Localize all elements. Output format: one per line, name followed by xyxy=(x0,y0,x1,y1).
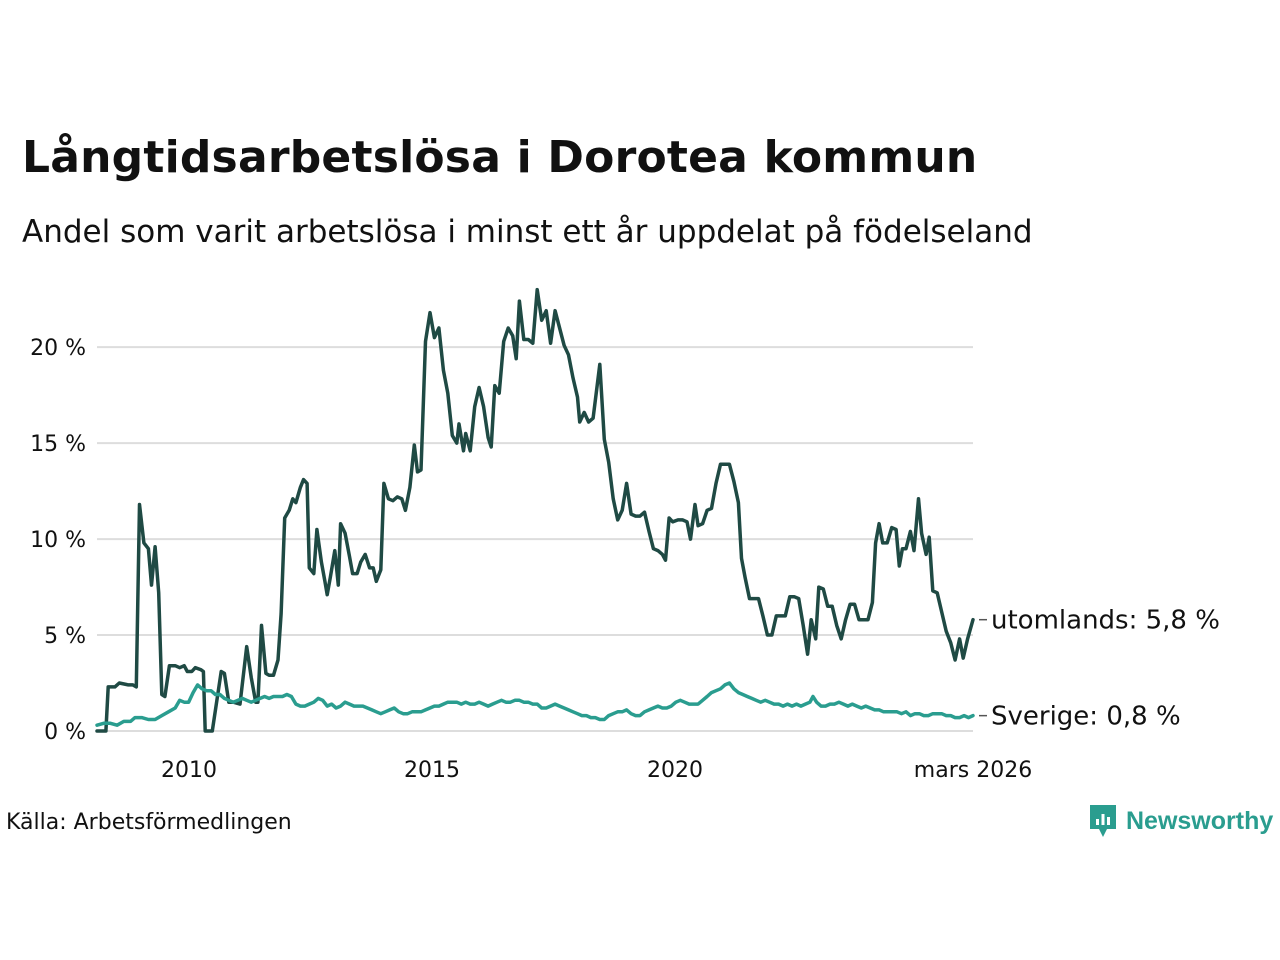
y-axis-ticks: 0 % 5 % 10 % 15 % 20 % xyxy=(30,336,86,745)
series-line-sverige xyxy=(95,681,975,727)
end-label-utomlands: utomlands: 5,8 % xyxy=(991,606,1220,636)
x-tick-label: 2020 xyxy=(647,758,703,783)
series-end-labels: utomlands: 5,8 % Sverige: 0,8 % xyxy=(979,606,1220,732)
series-lines xyxy=(95,287,975,733)
y-tick-label: 5 % xyxy=(44,624,86,649)
x-tick-label: 2010 xyxy=(161,758,217,783)
end-label-sverige: Sverige: 0,8 % xyxy=(991,702,1181,732)
gridlines xyxy=(97,346,973,732)
chart-subtitle: Andel som varit arbetslösa i minst ett å… xyxy=(22,214,1033,250)
brand-name: Newsworthy xyxy=(1126,806,1274,835)
x-tick-label: mars 2026 xyxy=(914,758,1032,783)
y-tick-label: 15 % xyxy=(30,432,86,457)
series-line-utomlands xyxy=(95,287,975,733)
x-axis-ticks: 2010 2015 2020 mars 2026 xyxy=(161,758,1032,783)
newsworthy-logo[interactable]: Newsworthy xyxy=(1088,803,1273,839)
chart-title: Långtidsarbetslösa i Dorotea kommun xyxy=(22,132,978,183)
y-tick-label: 0 % xyxy=(44,720,86,745)
y-tick-label: 10 % xyxy=(30,528,86,553)
source-note: Källa: Arbetsförmedlingen xyxy=(6,810,292,835)
y-tick-label: 20 % xyxy=(30,336,86,361)
newsworthy-logo-icon xyxy=(1090,805,1116,837)
x-tick-label: 2015 xyxy=(404,758,460,783)
